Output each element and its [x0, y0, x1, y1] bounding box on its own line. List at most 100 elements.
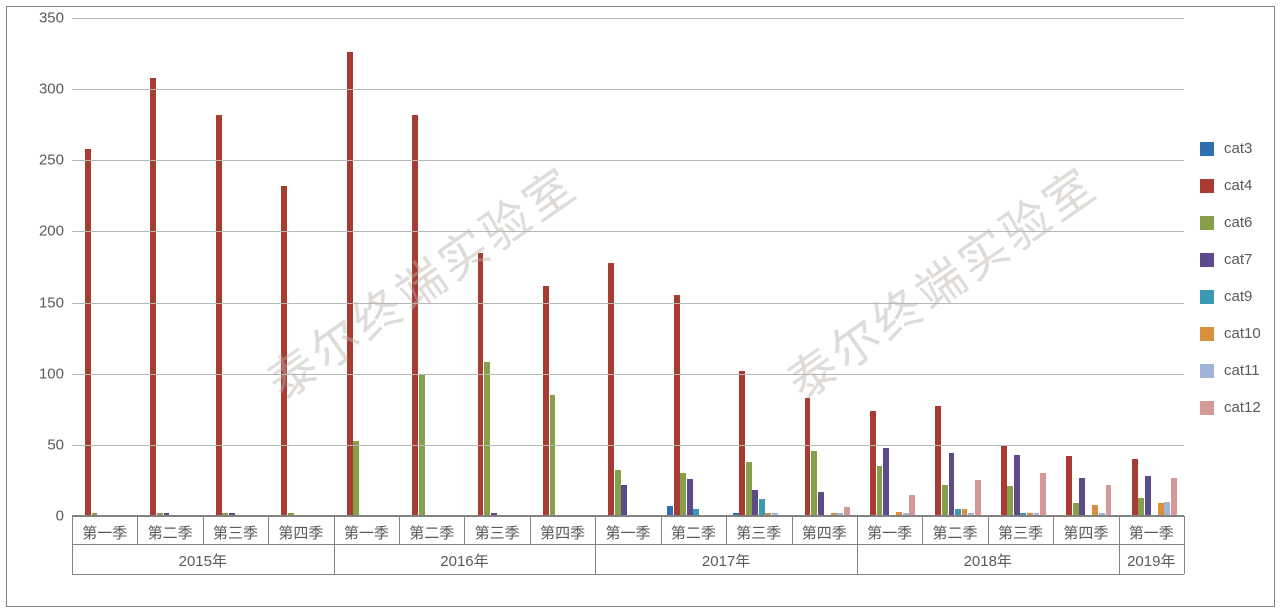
x-year-separator: [1184, 544, 1185, 574]
bar: [1079, 478, 1085, 516]
x-quarter-label: 第二季: [148, 522, 193, 543]
y-grid-line: [72, 18, 1184, 19]
x-tick: [334, 516, 335, 544]
legend-item: cat9: [1200, 288, 1261, 305]
x-tick: [661, 516, 662, 544]
x-tick: [72, 516, 73, 544]
y-tick-label: 250: [39, 152, 72, 169]
legend-swatch: [1200, 327, 1214, 341]
bar: [746, 462, 752, 516]
x-year-separator: [595, 544, 596, 574]
bar: [150, 78, 156, 516]
x-year-label: 2017年: [702, 550, 750, 571]
bars-layer: [72, 18, 1184, 516]
x-quarter-label: 第一季: [82, 522, 127, 543]
bar: [1132, 459, 1138, 516]
x-quarter-label: 第四季: [1063, 522, 1108, 543]
x-tick: [726, 516, 727, 544]
x-quarter-label: 第四季: [278, 522, 323, 543]
legend-swatch: [1200, 364, 1214, 378]
bar: [608, 263, 614, 516]
x-quarter-label: 第三季: [736, 522, 781, 543]
y-tick-label: 50: [47, 436, 72, 453]
x-tick: [137, 516, 138, 544]
y-grid-line: [72, 374, 1184, 375]
x-quarter-label: 第一季: [1129, 522, 1174, 543]
y-tick-label: 100: [39, 365, 72, 382]
x-axis: 第一季第二季第三季第四季第一季第二季第三季第四季第一季第二季第三季第四季第一季第…: [72, 516, 1184, 574]
bar: [1138, 498, 1144, 516]
legend-item: cat4: [1200, 177, 1261, 194]
x-tick: [1053, 516, 1054, 544]
legend-item: cat3: [1200, 140, 1261, 157]
legend-swatch: [1200, 290, 1214, 304]
x-tick: [268, 516, 269, 544]
x-quarter-label: 第二季: [933, 522, 978, 543]
x-tick: [595, 516, 596, 544]
x-year-label: 2016年: [440, 550, 488, 571]
bar: [687, 479, 693, 516]
x-tick: [857, 516, 858, 544]
x-tick: [988, 516, 989, 544]
x-row-divider: [72, 544, 1184, 545]
bar: [935, 406, 941, 516]
bar: [484, 362, 490, 516]
bar: [1001, 445, 1007, 516]
bar: [550, 395, 556, 516]
bar: [85, 149, 91, 516]
x-year-label: 2015年: [179, 550, 227, 571]
bar: [1040, 473, 1046, 516]
y-tick-label: 0: [56, 508, 72, 525]
x-quarter-label: 第二季: [671, 522, 716, 543]
legend-label: cat9: [1224, 288, 1252, 305]
bar: [1106, 485, 1112, 516]
bar: [870, 411, 876, 516]
legend-swatch: [1200, 253, 1214, 267]
y-grid-line: [72, 231, 1184, 232]
legend-label: cat12: [1224, 399, 1261, 416]
plot-area: 050100150200250300350: [72, 18, 1184, 516]
bar: [621, 485, 627, 516]
chart-frame: 050100150200250300350 cat3 cat4 cat6 cat7 ca…: [0, 0, 1281, 613]
bar: [975, 480, 981, 516]
legend-swatch: [1200, 179, 1214, 193]
y-tick-label: 150: [39, 294, 72, 311]
x-year-label: 2018年: [964, 550, 1012, 571]
y-grid-line: [72, 160, 1184, 161]
x-tick: [464, 516, 465, 544]
y-grid-line: [72, 303, 1184, 304]
legend-item: cat6: [1200, 214, 1261, 231]
bar: [877, 466, 883, 516]
bar: [949, 453, 955, 516]
bar: [216, 115, 222, 516]
y-grid-line: [72, 445, 1184, 446]
legend-item: cat11: [1200, 362, 1261, 379]
bar: [818, 492, 824, 516]
bar: [739, 371, 745, 516]
y-tick-label: 200: [39, 223, 72, 240]
x-quarter-label: 第一季: [867, 522, 912, 543]
bar: [909, 495, 915, 516]
bar: [281, 186, 287, 516]
y-grid-line: [72, 89, 1184, 90]
x-year-separator: [1119, 544, 1120, 574]
legend-item: cat12: [1200, 399, 1261, 416]
legend-label: cat7: [1224, 251, 1252, 268]
x-quarter-label: 第一季: [605, 522, 650, 543]
legend-label: cat11: [1224, 362, 1260, 379]
x-quarter-label: 第三季: [998, 522, 1043, 543]
legend-item: cat10: [1200, 325, 1261, 342]
bar: [942, 485, 948, 516]
legend-swatch: [1200, 401, 1214, 415]
bar: [759, 499, 765, 516]
bar: [1164, 502, 1170, 516]
legend-label: cat10: [1224, 325, 1261, 342]
bar: [478, 253, 484, 516]
legend-swatch: [1200, 142, 1214, 156]
x-year-separator: [72, 544, 73, 574]
bar: [347, 52, 353, 516]
bar: [353, 441, 359, 516]
x-quarter-label: 第一季: [344, 522, 389, 543]
x-tick: [1184, 516, 1185, 544]
legend-label: cat4: [1224, 177, 1252, 194]
